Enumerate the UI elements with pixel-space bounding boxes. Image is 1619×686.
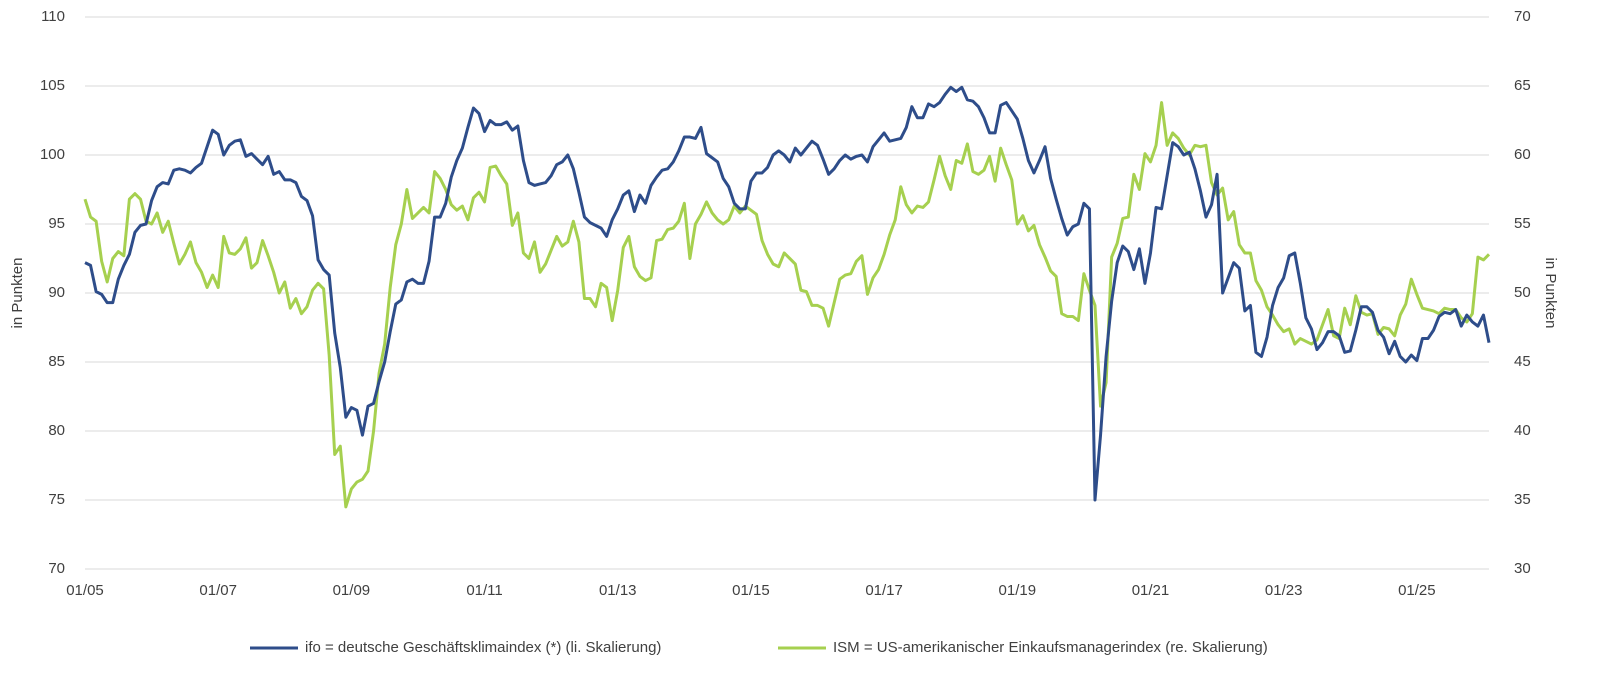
y-tick-label: 75	[48, 491, 65, 508]
x-tick-label: 01/23	[1265, 582, 1303, 599]
y2-tick-label: 55	[1514, 215, 1531, 232]
x-tick-label: 01/13	[599, 582, 637, 599]
y2-tick-label: 35	[1514, 491, 1531, 508]
y2-tick-label: 30	[1514, 560, 1531, 577]
x-tick-label: 01/11	[466, 582, 502, 599]
series-line	[84, 85, 1491, 502]
y-tick-label: 80	[48, 422, 65, 439]
x-tick-label: 01/09	[333, 582, 371, 599]
legend-label: ifo = deutsche Geschäftsklimaindex (*) (…	[305, 639, 661, 656]
y-tick-label: 70	[48, 560, 65, 577]
x-tick-label: 01/21	[1132, 582, 1170, 599]
x-tick-label: 01/05	[66, 582, 104, 599]
y-tick-label: 110	[41, 8, 65, 25]
y2-tick-label: 50	[1514, 284, 1531, 301]
series-line	[83, 101, 1491, 509]
y-tick-label: 85	[48, 353, 65, 370]
legend-label: ISM = US-amerikanischer Einkaufsmanageri…	[833, 639, 1268, 656]
x-tick-label: 01/07	[199, 582, 237, 599]
y-tick-label: 95	[48, 215, 65, 232]
x-tick-label: 01/19	[999, 582, 1037, 599]
x-tick-label: 01/17	[865, 582, 903, 599]
y2-tick-label: 60	[1514, 146, 1531, 163]
x-tick-label: 01/15	[732, 582, 770, 599]
x-tick-label: 01/25	[1398, 582, 1436, 599]
y2-axis-title: in Punkten	[1542, 258, 1559, 329]
y-tick-label: 105	[40, 77, 65, 94]
y2-tick-label: 65	[1514, 77, 1531, 94]
y-axis-title: in Punkten	[9, 258, 26, 329]
y-tick-label: 90	[48, 284, 65, 301]
y-tick-label: 100	[40, 146, 65, 163]
y2-tick-label: 40	[1514, 422, 1531, 439]
y2-tick-label: 70	[1514, 8, 1531, 25]
y2-tick-label: 45	[1514, 353, 1531, 370]
